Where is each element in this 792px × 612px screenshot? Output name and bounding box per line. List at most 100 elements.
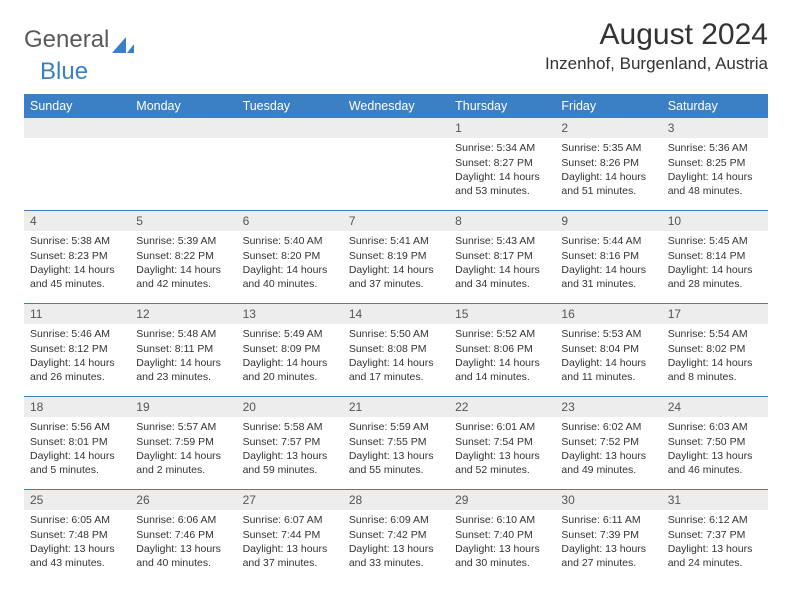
sunrise-text: Sunrise: 5:56 AM [30,420,124,434]
sunrise-text: Sunrise: 5:48 AM [136,327,230,341]
sunrise-text: Sunrise: 6:11 AM [561,513,655,527]
sunset-text: Sunset: 7:57 PM [243,435,337,449]
day-number: 15 [449,304,555,324]
calendar-day-cell: 7Sunrise: 5:41 AMSunset: 8:19 PMDaylight… [343,211,449,304]
daylight-text: Daylight: 14 hours and 2 minutes. [136,449,230,477]
day-number: 23 [555,397,661,417]
day-number: 21 [343,397,449,417]
day-details: Sunrise: 5:49 AMSunset: 8:09 PMDaylight:… [237,324,343,388]
calendar-day-cell: 19Sunrise: 5:57 AMSunset: 7:59 PMDayligh… [130,397,236,490]
day-number: 2 [555,118,661,138]
daylight-text: Daylight: 14 hours and 11 minutes. [561,356,655,384]
calendar-day-cell: 8Sunrise: 5:43 AMSunset: 8:17 PMDaylight… [449,211,555,304]
daylight-text: Daylight: 14 hours and 42 minutes. [136,263,230,291]
day-details: Sunrise: 5:46 AMSunset: 8:12 PMDaylight:… [24,324,130,388]
day-details: Sunrise: 6:01 AMSunset: 7:54 PMDaylight:… [449,417,555,481]
weekday-header-row: Sunday Monday Tuesday Wednesday Thursday… [24,94,768,118]
day-number: 28 [343,490,449,510]
sunset-text: Sunset: 8:17 PM [455,249,549,263]
calendar-day-cell: 5Sunrise: 5:39 AMSunset: 8:22 PMDaylight… [130,211,236,304]
sunset-text: Sunset: 8:09 PM [243,342,337,356]
daylight-text: Daylight: 13 hours and 52 minutes. [455,449,549,477]
day-details: Sunrise: 5:35 AMSunset: 8:26 PMDaylight:… [555,138,661,202]
col-saturday: Saturday [662,94,768,118]
day-details: Sunrise: 5:39 AMSunset: 8:22 PMDaylight:… [130,231,236,295]
day-number: 19 [130,397,236,417]
daylight-text: Daylight: 14 hours and 28 minutes. [668,263,762,291]
sunset-text: Sunset: 8:22 PM [136,249,230,263]
calendar-day-cell: 30Sunrise: 6:11 AMSunset: 7:39 PMDayligh… [555,490,661,583]
daylight-text: Daylight: 14 hours and 51 minutes. [561,170,655,198]
sunrise-text: Sunrise: 5:53 AM [561,327,655,341]
day-details: Sunrise: 5:45 AMSunset: 8:14 PMDaylight:… [662,231,768,295]
daylight-text: Daylight: 14 hours and 53 minutes. [455,170,549,198]
day-number: 7 [343,211,449,231]
calendar-day-cell: 28Sunrise: 6:09 AMSunset: 7:42 PMDayligh… [343,490,449,583]
sunset-text: Sunset: 7:52 PM [561,435,655,449]
day-details: Sunrise: 5:50 AMSunset: 8:08 PMDaylight:… [343,324,449,388]
sunrise-text: Sunrise: 5:59 AM [349,420,443,434]
location-subtitle: Inzenhof, Burgenland, Austria [545,54,768,74]
day-details: Sunrise: 6:03 AMSunset: 7:50 PMDaylight:… [662,417,768,481]
sunrise-text: Sunrise: 5:52 AM [455,327,549,341]
calendar-day-cell: 4Sunrise: 5:38 AMSunset: 8:23 PMDaylight… [24,211,130,304]
sunset-text: Sunset: 8:25 PM [668,156,762,170]
sunset-text: Sunset: 7:55 PM [349,435,443,449]
day-details: Sunrise: 5:59 AMSunset: 7:55 PMDaylight:… [343,417,449,481]
sunrise-text: Sunrise: 6:05 AM [30,513,124,527]
logo-text-blue: Blue [40,58,88,86]
day-number: 12 [130,304,236,324]
daylight-text: Daylight: 14 hours and 5 minutes. [30,449,124,477]
day-details: Sunrise: 5:36 AMSunset: 8:25 PMDaylight:… [662,138,768,202]
day-number: 18 [24,397,130,417]
sunrise-text: Sunrise: 5:34 AM [455,141,549,155]
sunrise-text: Sunrise: 6:03 AM [668,420,762,434]
daylight-text: Daylight: 14 hours and 17 minutes. [349,356,443,384]
calendar-week-row: 11Sunrise: 5:46 AMSunset: 8:12 PMDayligh… [24,304,768,397]
day-details: Sunrise: 6:11 AMSunset: 7:39 PMDaylight:… [555,510,661,574]
col-tuesday: Tuesday [237,94,343,118]
calendar-day-cell: 12Sunrise: 5:48 AMSunset: 8:11 PMDayligh… [130,304,236,397]
day-number: 8 [449,211,555,231]
sunrise-text: Sunrise: 5:43 AM [455,234,549,248]
sunset-text: Sunset: 7:37 PM [668,528,762,542]
day-number: 31 [662,490,768,510]
day-details: Sunrise: 5:48 AMSunset: 8:11 PMDaylight:… [130,324,236,388]
sunrise-text: Sunrise: 6:09 AM [349,513,443,527]
day-number [343,118,449,138]
day-number: 6 [237,211,343,231]
sunrise-text: Sunrise: 5:39 AM [136,234,230,248]
daylight-text: Daylight: 14 hours and 31 minutes. [561,263,655,291]
calendar-week-row: 4Sunrise: 5:38 AMSunset: 8:23 PMDaylight… [24,211,768,304]
day-details: Sunrise: 6:12 AMSunset: 7:37 PMDaylight:… [662,510,768,574]
day-number: 20 [237,397,343,417]
daylight-text: Daylight: 14 hours and 45 minutes. [30,263,124,291]
sunset-text: Sunset: 7:40 PM [455,528,549,542]
daylight-text: Daylight: 13 hours and 59 minutes. [243,449,337,477]
day-details: Sunrise: 5:40 AMSunset: 8:20 PMDaylight:… [237,231,343,295]
sunset-text: Sunset: 8:27 PM [455,156,549,170]
calendar-day-cell: 11Sunrise: 5:46 AMSunset: 8:12 PMDayligh… [24,304,130,397]
calendar-day-cell: 15Sunrise: 5:52 AMSunset: 8:06 PMDayligh… [449,304,555,397]
calendar-day-cell: 23Sunrise: 6:02 AMSunset: 7:52 PMDayligh… [555,397,661,490]
sunset-text: Sunset: 8:23 PM [30,249,124,263]
calendar-week-row: 18Sunrise: 5:56 AMSunset: 8:01 PMDayligh… [24,397,768,490]
sunrise-text: Sunrise: 5:45 AM [668,234,762,248]
sunrise-text: Sunrise: 6:01 AM [455,420,549,434]
day-number: 10 [662,211,768,231]
daylight-text: Daylight: 13 hours and 55 minutes. [349,449,443,477]
day-number [24,118,130,138]
calendar-day-cell [130,118,236,211]
day-number: 30 [555,490,661,510]
day-details: Sunrise: 6:05 AMSunset: 7:48 PMDaylight:… [24,510,130,574]
col-sunday: Sunday [24,94,130,118]
sunset-text: Sunset: 8:04 PM [561,342,655,356]
calendar-day-cell: 16Sunrise: 5:53 AMSunset: 8:04 PMDayligh… [555,304,661,397]
sunset-text: Sunset: 8:26 PM [561,156,655,170]
calendar-day-cell: 14Sunrise: 5:50 AMSunset: 8:08 PMDayligh… [343,304,449,397]
sunrise-text: Sunrise: 5:41 AM [349,234,443,248]
col-wednesday: Wednesday [343,94,449,118]
sunset-text: Sunset: 8:06 PM [455,342,549,356]
calendar-day-cell [343,118,449,211]
day-details: Sunrise: 5:44 AMSunset: 8:16 PMDaylight:… [555,231,661,295]
